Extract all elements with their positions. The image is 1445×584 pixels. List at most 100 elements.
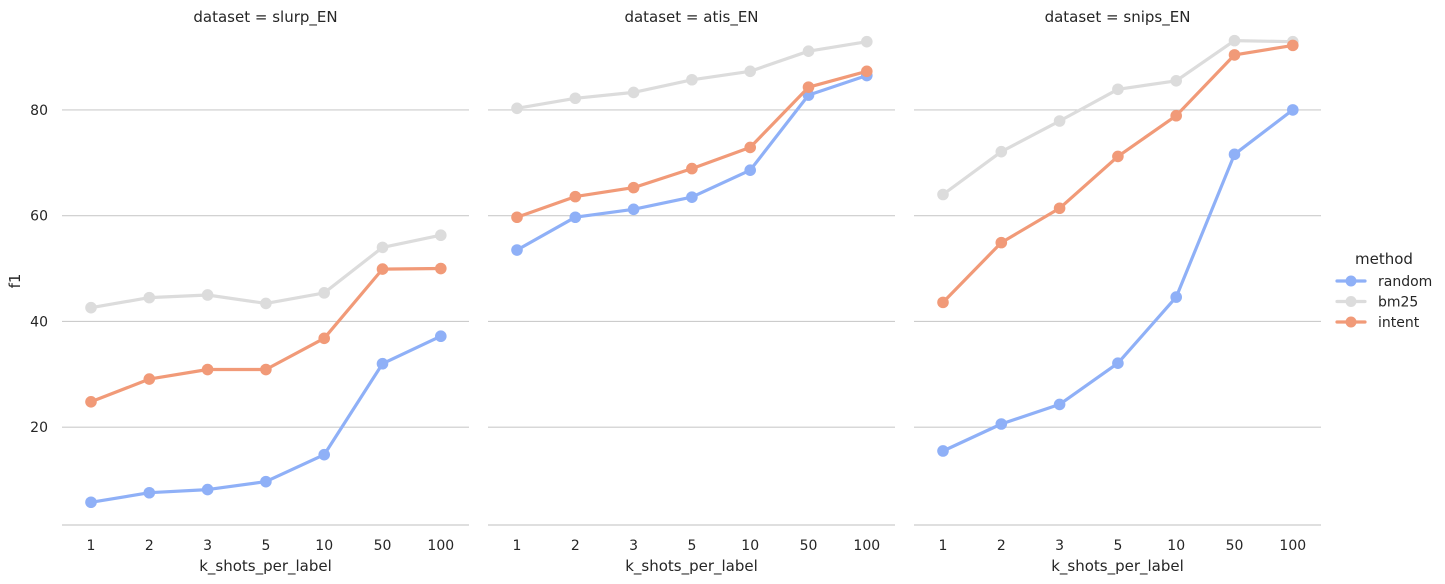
series-bm25	[85, 229, 447, 314]
x-tick-label: 5	[261, 538, 270, 554]
x-tick-label: 100	[1279, 538, 1306, 554]
data-point	[511, 211, 523, 224]
data-point	[995, 236, 1008, 249]
panel-2: 1 2 3 5 10 50 100 k_shots_per_label dataset = at…	[488, 8, 895, 576]
data-point	[937, 188, 949, 201]
legend-label: random	[1378, 274, 1432, 290]
panel-title: dataset = slurp_EN	[193, 8, 337, 27]
x-tick-label: 100	[853, 538, 880, 554]
data-point	[627, 86, 640, 99]
panel-1: 20 40 60 80 1 2 3 5 10 50 100 k_shots_per_label data…	[30, 8, 469, 576]
data-point	[1228, 49, 1241, 61]
data-point	[569, 211, 582, 224]
x-tick-label: 1	[513, 538, 522, 554]
y-tick-label: 40	[30, 314, 48, 330]
data-point	[201, 289, 214, 301]
data-point	[435, 229, 447, 242]
legend-entry-bm25: bm25	[1335, 295, 1418, 311]
data-point	[1228, 148, 1241, 161]
data-point	[201, 483, 214, 496]
data-point	[1112, 150, 1124, 163]
data-point	[1287, 104, 1299, 116]
data-point	[376, 241, 389, 254]
data-point	[861, 65, 873, 78]
data-point	[1287, 39, 1299, 52]
data-point	[435, 262, 447, 275]
x-tick-label: 2	[571, 538, 580, 554]
data-point	[802, 45, 815, 57]
data-point	[1053, 202, 1066, 215]
x-axis-label: k_shots_per_label	[1051, 557, 1184, 576]
data-point	[995, 418, 1008, 430]
legend-entry-random: random	[1335, 274, 1432, 290]
panel-3: 1 2 3 5 10 50 100 k_shots_per_label dataset = sn…	[914, 8, 1321, 576]
legend: method random bm25 intent	[1335, 250, 1432, 331]
data-point	[260, 297, 272, 310]
x-tick-label: 50	[800, 538, 818, 554]
x-tick-label: 2	[997, 538, 1006, 554]
series-line-bm25	[89, 233, 443, 310]
data-point	[744, 164, 756, 176]
y-tick-label: 80	[30, 103, 48, 119]
data-point	[260, 475, 272, 488]
series-line-intent	[89, 266, 443, 404]
data-point	[686, 162, 698, 175]
x-tick-label: 5	[1113, 538, 1122, 554]
legend-title: method	[1355, 250, 1413, 268]
series-random	[511, 69, 873, 256]
x-tick-label: 2	[145, 538, 154, 554]
data-point	[201, 363, 214, 376]
data-point	[1170, 109, 1182, 122]
data-point	[937, 445, 949, 457]
data-point	[627, 181, 640, 194]
data-point	[318, 287, 331, 299]
data-point	[627, 203, 640, 216]
legend-entry-intent: intent	[1335, 315, 1420, 331]
legend-label: intent	[1378, 315, 1420, 331]
data-point	[85, 301, 97, 314]
y-axis-label: f1	[6, 274, 24, 289]
x-tick-label: 3	[203, 538, 212, 554]
data-point	[744, 141, 756, 154]
data-point	[995, 145, 1008, 158]
data-point	[744, 65, 756, 78]
data-point	[569, 190, 582, 203]
legend-marker	[1345, 275, 1357, 287]
series-line-bm25	[941, 38, 1295, 197]
x-tick-label: 1	[939, 538, 948, 554]
series-bm25	[937, 34, 1299, 201]
data-point	[686, 191, 698, 203]
data-point	[376, 357, 389, 370]
data-point	[85, 395, 97, 408]
data-point	[686, 73, 698, 86]
panels: 20 40 60 80 1 2 3 5 10 50 100 k_shots_per_label data…	[30, 8, 1321, 576]
x-tick-label: 100	[427, 538, 454, 554]
data-point	[1112, 357, 1124, 369]
x-tick-label: 10	[315, 538, 333, 554]
data-point	[569, 92, 582, 105]
data-point	[435, 330, 447, 343]
data-point	[511, 102, 523, 115]
series-intent	[937, 39, 1299, 309]
data-point	[85, 496, 97, 509]
data-point	[1112, 83, 1124, 96]
data-point	[861, 35, 873, 48]
x-tick-label: 3	[629, 538, 638, 554]
series-random	[937, 104, 1299, 457]
legend-marker	[1345, 296, 1357, 307]
data-point	[143, 373, 156, 385]
x-axis-label: k_shots_per_label	[199, 557, 332, 576]
series-intent	[511, 65, 873, 224]
data-point	[802, 81, 815, 93]
data-point	[143, 486, 156, 499]
x-tick-label: 10	[741, 538, 759, 554]
x-axis-label: k_shots_per_label	[625, 557, 758, 576]
legend-label: bm25	[1378, 295, 1418, 311]
data-point	[318, 332, 331, 345]
data-point	[260, 363, 272, 376]
series-bm25	[511, 35, 873, 115]
data-point	[376, 263, 389, 275]
y-tick-label: 60	[30, 209, 48, 225]
series-random	[85, 330, 447, 509]
